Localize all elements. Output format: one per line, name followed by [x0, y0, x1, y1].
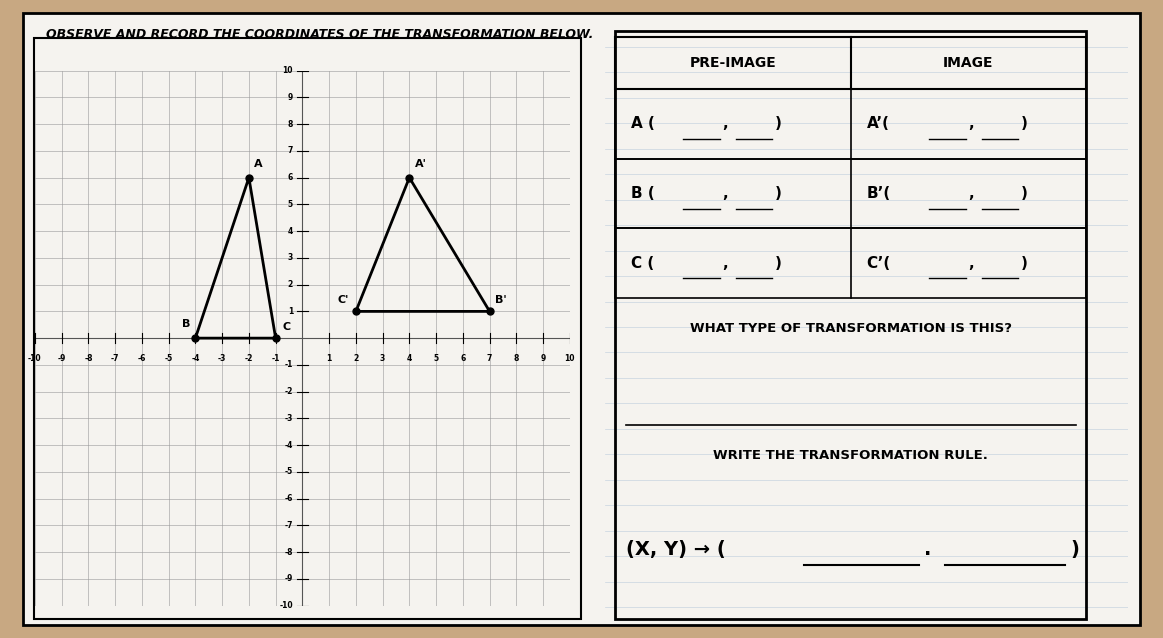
Bar — [35, 38, 582, 619]
Text: -6: -6 — [285, 494, 293, 503]
Text: -2: -2 — [244, 354, 254, 363]
Text: 9: 9 — [541, 354, 545, 363]
Text: 10: 10 — [564, 354, 576, 363]
Text: IMAGE: IMAGE — [943, 56, 993, 70]
Text: 3: 3 — [287, 253, 293, 262]
Text: (X, Y) → (: (X, Y) → ( — [626, 540, 726, 560]
Text: 6: 6 — [287, 173, 293, 182]
Text: ): ) — [775, 186, 782, 201]
Text: -10: -10 — [279, 601, 293, 610]
Text: -1: -1 — [271, 354, 280, 363]
Text: 8: 8 — [287, 120, 293, 129]
Text: PRE-IMAGE: PRE-IMAGE — [690, 56, 777, 70]
Text: 2: 2 — [354, 354, 358, 363]
Text: A (: A ( — [630, 116, 655, 131]
Text: ,: , — [969, 186, 975, 201]
Text: -1: -1 — [285, 360, 293, 369]
Bar — [615, 89, 1086, 159]
Text: ): ) — [775, 256, 782, 271]
Text: 2: 2 — [287, 280, 293, 289]
Text: 1: 1 — [327, 354, 331, 363]
Text: C': C' — [337, 295, 349, 306]
Text: ,: , — [969, 116, 975, 131]
Text: -8: -8 — [285, 547, 293, 556]
Text: -6: -6 — [137, 354, 147, 363]
Text: -7: -7 — [285, 521, 293, 530]
Text: ,: , — [722, 186, 728, 201]
Text: OBSERVE AND RECORD THE COORDINATES OF THE TRANSFORMATION BELOW.: OBSERVE AND RECORD THE COORDINATES OF TH… — [45, 28, 593, 41]
Text: 7: 7 — [287, 146, 293, 156]
Text: C: C — [283, 322, 291, 332]
Text: 6: 6 — [461, 354, 465, 363]
Text: -2: -2 — [285, 387, 293, 396]
Text: C (: C ( — [630, 256, 654, 271]
Text: .: . — [923, 540, 932, 560]
Text: B’(: B’( — [866, 186, 891, 201]
Text: -9: -9 — [285, 574, 293, 583]
Text: ,: , — [969, 256, 975, 271]
Text: B': B' — [495, 295, 507, 306]
Text: 4: 4 — [407, 354, 412, 363]
Text: 8: 8 — [514, 354, 519, 363]
Text: -7: -7 — [110, 354, 120, 363]
Text: WHAT TYPE OF TRANSFORMATION IS THIS?: WHAT TYPE OF TRANSFORMATION IS THIS? — [690, 322, 1012, 335]
Text: -9: -9 — [57, 354, 66, 363]
Text: A: A — [255, 159, 263, 169]
Text: B (: B ( — [630, 186, 655, 201]
Bar — [615, 37, 1086, 89]
Text: -4: -4 — [191, 354, 200, 363]
Text: 1: 1 — [287, 307, 293, 316]
Text: A’(: A’( — [866, 116, 890, 131]
Text: ): ) — [1021, 256, 1028, 271]
Text: 7: 7 — [487, 354, 492, 363]
Text: -8: -8 — [84, 354, 93, 363]
Text: ): ) — [775, 116, 782, 131]
Text: 5: 5 — [288, 200, 293, 209]
Text: 5: 5 — [434, 354, 438, 363]
Text: -4: -4 — [285, 441, 293, 450]
Text: ): ) — [1070, 540, 1079, 560]
Text: B: B — [181, 320, 191, 329]
Text: 3: 3 — [380, 354, 385, 363]
Text: -3: -3 — [217, 354, 227, 363]
Text: ,: , — [722, 116, 728, 131]
Bar — [615, 228, 1086, 298]
Text: 10: 10 — [283, 66, 293, 75]
Text: -5: -5 — [164, 354, 173, 363]
Text: 9: 9 — [287, 93, 293, 102]
Text: ): ) — [1021, 186, 1028, 201]
Text: WRITE THE TRANSFORMATION RULE.: WRITE THE TRANSFORMATION RULE. — [713, 449, 989, 463]
Text: 4: 4 — [287, 226, 293, 235]
Text: -5: -5 — [285, 468, 293, 477]
Text: ,: , — [722, 256, 728, 271]
Text: A': A' — [415, 159, 427, 169]
Text: ): ) — [1021, 116, 1028, 131]
Text: C’(: C’( — [866, 256, 891, 271]
Text: -3: -3 — [285, 414, 293, 423]
Text: -10: -10 — [28, 354, 42, 363]
Bar — [615, 158, 1086, 228]
